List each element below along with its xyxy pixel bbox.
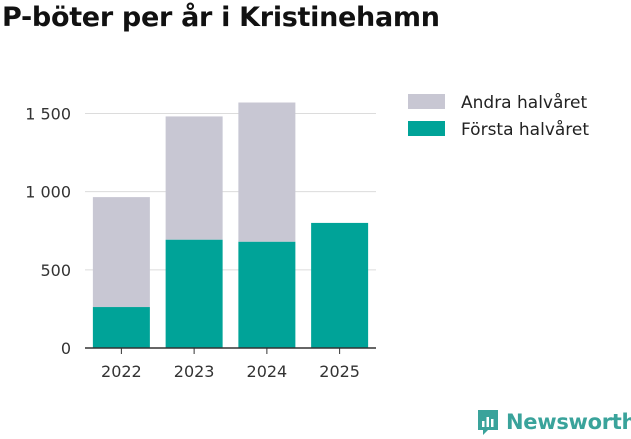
- chart-title: P-böter per år i Kristinehamn: [2, 2, 440, 33]
- bar-första-halvåret-2023: [165, 239, 223, 348]
- legend-label: Första halvåret: [461, 119, 589, 140]
- x-tick-label: 2025: [319, 362, 360, 381]
- bar-andra-halvåret-2022: [92, 197, 150, 308]
- bar-första-halvåret-2024: [238, 241, 296, 348]
- y-tick-label: 0: [61, 339, 71, 358]
- y-tick-label: 1 500: [25, 104, 71, 123]
- y-tick-label: 500: [40, 261, 71, 280]
- legend-swatch: [408, 94, 445, 109]
- bar-andra-halvåret-2024: [238, 102, 296, 242]
- chart-canvas: 0 500 1 000 1 500 2022 2023 2024 2025 Andra ha…: [25, 92, 589, 381]
- bar-första-halvåret-2025: [311, 222, 369, 348]
- y-tick-label: 1 000: [25, 183, 71, 202]
- x-axis-ticks: 2022 2023 2024 2025: [85, 347, 376, 381]
- x-tick-label: 2023: [174, 362, 215, 381]
- brand-name: Newsworthy: [506, 410, 631, 434]
- y-axis-ticks: 0 500 1 000 1 500: [25, 104, 71, 358]
- bar-första-halvåret-2022: [92, 307, 150, 348]
- newsworthy-logo-icon: [478, 410, 498, 435]
- x-tick-label: 2024: [247, 362, 288, 381]
- legend: Andra halvåret Första halvåret: [408, 92, 589, 140]
- x-tick-label: 2022: [101, 362, 142, 381]
- legend-label: Andra halvåret: [461, 92, 587, 113]
- bars: [92, 102, 369, 348]
- bar-andra-halvåret-2023: [165, 116, 223, 240]
- legend-swatch: [408, 121, 445, 136]
- brand-logo: Newsworthy: [476, 408, 631, 436]
